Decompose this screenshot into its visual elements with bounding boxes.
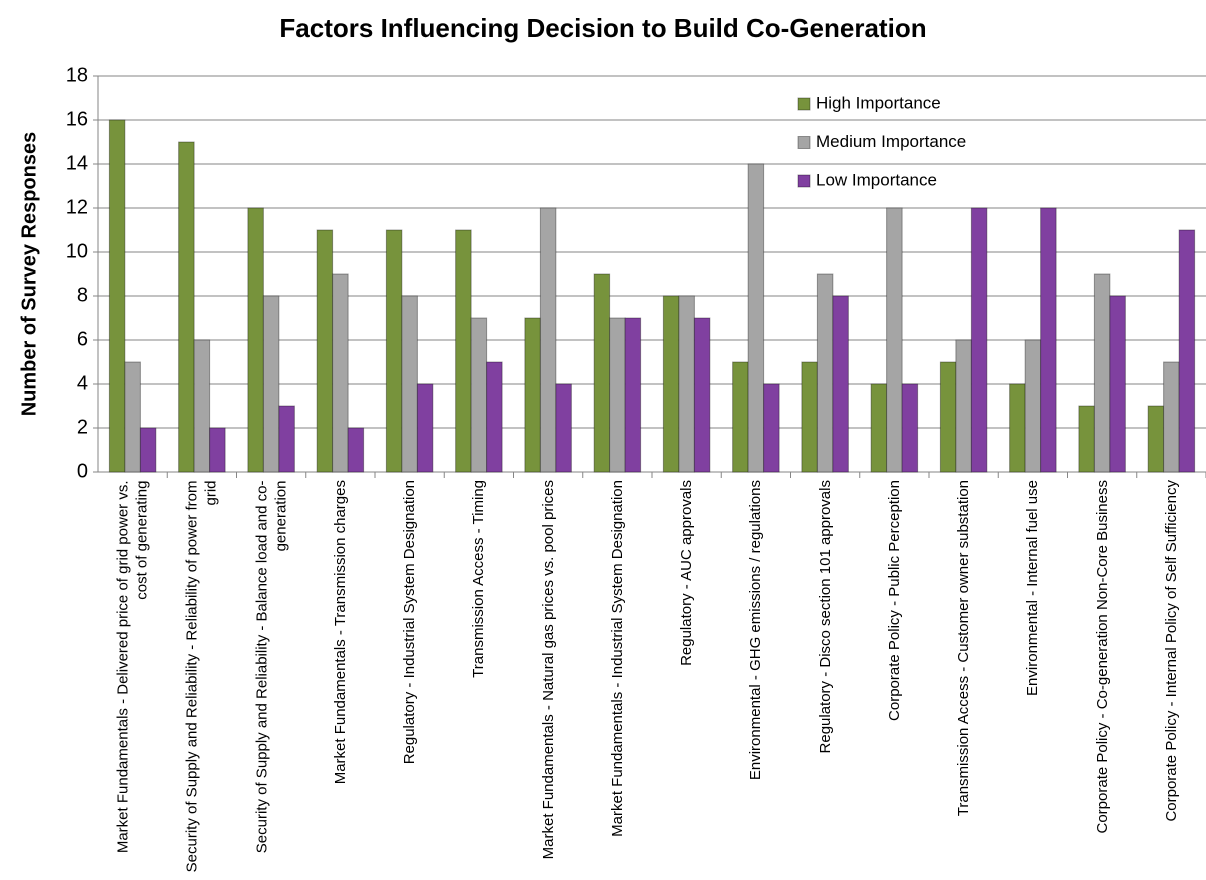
x-tick-label: Market Fundamentals - Transmission charg… — [331, 480, 349, 785]
bar — [801, 361, 818, 473]
bar — [401, 295, 418, 473]
legend-swatch — [797, 97, 811, 111]
x-tick-label: Regulatory - AUC approvals — [678, 480, 696, 666]
bar — [486, 361, 503, 473]
x-tick-label: Market Fundamentals - Delivered price of… — [114, 480, 151, 853]
bar — [347, 427, 365, 473]
bar — [886, 207, 903, 473]
bar — [193, 339, 211, 473]
bar — [662, 295, 680, 473]
bar — [139, 427, 157, 473]
bar — [816, 273, 834, 473]
legend-swatch — [797, 174, 811, 188]
y-tick-label: 18 — [66, 64, 88, 86]
y-tick-label: 2 — [77, 416, 88, 438]
x-tick-label: Corporate Policy - Public Perception — [885, 480, 903, 721]
legend-swatch — [797, 136, 811, 149]
bar — [763, 383, 780, 473]
y-tick-label: 4 — [77, 372, 88, 394]
bar — [1178, 229, 1196, 473]
x-tick-label: Corporate Policy - Internal Policy of Se… — [1162, 480, 1180, 822]
y-tick-label: 10 — [66, 240, 88, 262]
y-tick-label: 6 — [77, 328, 88, 350]
bar — [524, 317, 541, 473]
bar — [555, 383, 572, 473]
x-tick-label: Security of Supply and Reliability - Bal… — [253, 480, 290, 853]
x-tick-label: Environmental - Internal fuel use — [1024, 480, 1042, 696]
bar — [955, 339, 972, 473]
y-tick-label: 12 — [66, 196, 88, 218]
bar — [1024, 339, 1042, 473]
bar — [693, 317, 711, 473]
bar — [747, 163, 765, 473]
bar — [732, 361, 749, 473]
bar — [209, 427, 226, 473]
bar — [455, 229, 472, 473]
y-tick-label: 14 — [66, 152, 88, 174]
y-tick-label: 8 — [77, 284, 88, 306]
legend-label: High Importance — [816, 93, 941, 112]
legend-label: Low Importance — [816, 170, 937, 189]
x-tick-label: Transmission Access - Timing — [470, 480, 488, 678]
bar — [332, 273, 349, 473]
bar — [124, 361, 141, 473]
y-axis-label: Number of Survey Responses — [18, 132, 40, 417]
bar — [678, 295, 695, 473]
bar — [470, 317, 488, 473]
y-tick-label: 16 — [66, 108, 88, 130]
bar — [1147, 405, 1165, 473]
bar — [593, 273, 611, 473]
chart-title: Factors Influencing Decision to Build Co… — [279, 13, 926, 43]
bar — [1109, 295, 1126, 473]
bar — [262, 295, 280, 473]
bar — [970, 207, 988, 473]
bar — [108, 119, 126, 473]
bar — [316, 229, 334, 473]
x-tick-label: Regulatory - Industrial System Designati… — [401, 480, 419, 765]
bar — [1093, 273, 1111, 473]
x-tick-label: Security of Supply and Reliability - Rel… — [183, 480, 220, 872]
x-tick-label: Corporate Policy - Co-generation Non-Cor… — [1093, 480, 1111, 834]
x-tick-label: Environmental - GHG emissions / regulati… — [747, 480, 765, 781]
bar — [178, 141, 195, 473]
bar — [1078, 405, 1095, 473]
bar — [1163, 361, 1180, 473]
bar — [624, 317, 642, 473]
bar — [247, 207, 264, 473]
x-tick-label: Regulatory - Disco section 101 approvals — [816, 480, 834, 754]
x-tick-label: Transmission Access - Customer owner sub… — [955, 480, 973, 817]
x-tick-label: Market Fundamentals - Industrial System … — [608, 480, 626, 837]
bar — [609, 317, 626, 473]
bar — [939, 361, 957, 473]
bar — [1040, 207, 1057, 473]
bar — [870, 383, 888, 473]
bar — [901, 383, 919, 473]
bar — [1009, 383, 1026, 473]
bar — [832, 295, 849, 473]
bar — [385, 229, 403, 473]
legend-label: Medium Importance — [816, 132, 966, 151]
x-tick-label: Market Fundamentals - Natural gas prices… — [539, 480, 557, 860]
y-tick-label: 0 — [77, 460, 88, 482]
bar — [539, 207, 557, 473]
bar — [278, 405, 295, 473]
bar — [416, 383, 434, 473]
